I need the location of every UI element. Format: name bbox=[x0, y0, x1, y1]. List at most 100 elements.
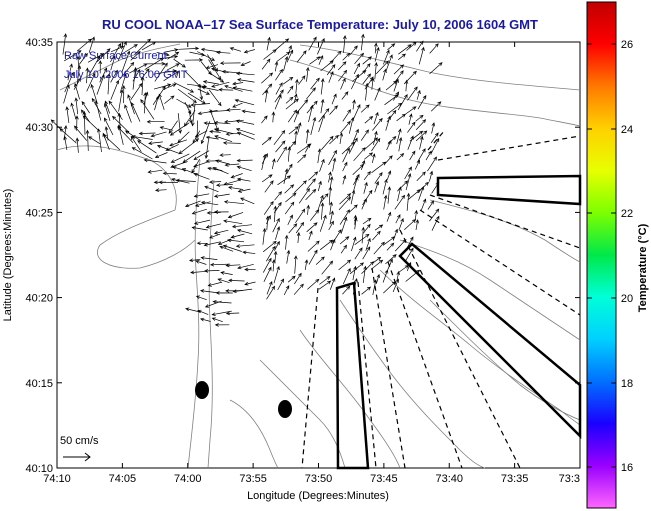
current-vector bbox=[415, 114, 424, 122]
current-vector bbox=[206, 210, 221, 215]
colorbar-tick-label: 16 bbox=[621, 462, 633, 474]
current-vector bbox=[342, 174, 347, 185]
current-vector bbox=[202, 80, 219, 85]
current-vector bbox=[110, 69, 118, 83]
current-vector bbox=[273, 205, 278, 223]
current-vector bbox=[129, 63, 148, 74]
current-vector bbox=[284, 184, 295, 194]
current-vector bbox=[121, 50, 131, 73]
current-vector bbox=[349, 204, 358, 213]
current-vector bbox=[235, 244, 255, 248]
current-vector bbox=[140, 68, 150, 80]
current-vector bbox=[341, 141, 355, 155]
current-vector bbox=[364, 115, 374, 124]
current-vector bbox=[371, 161, 387, 174]
current-vector bbox=[404, 79, 409, 92]
current-vector bbox=[407, 135, 414, 150]
current-vector bbox=[170, 153, 190, 163]
current-vector bbox=[417, 95, 427, 110]
x-tick-label: 73:3 bbox=[559, 473, 580, 485]
current-vector bbox=[405, 173, 412, 191]
current-vector bbox=[308, 104, 314, 123]
current-vector bbox=[203, 121, 218, 126]
current-vector bbox=[420, 198, 427, 212]
current-vector bbox=[349, 262, 365, 275]
current-vector bbox=[373, 241, 385, 255]
current-vector bbox=[236, 158, 253, 163]
current-vector bbox=[67, 63, 73, 81]
current-vector bbox=[329, 210, 334, 225]
current-vector bbox=[144, 57, 165, 70]
current-vector bbox=[154, 152, 168, 158]
current-vector bbox=[392, 278, 399, 293]
current-vector bbox=[326, 64, 336, 76]
current-vector bbox=[285, 192, 297, 203]
current-vector bbox=[394, 194, 406, 210]
current-vector bbox=[81, 101, 90, 114]
current-vector bbox=[339, 193, 352, 205]
survey-line bbox=[387, 261, 463, 469]
current-vector bbox=[73, 125, 88, 141]
current-vector bbox=[220, 271, 233, 275]
current-vector bbox=[308, 36, 317, 51]
current-vector bbox=[211, 310, 232, 316]
current-vector bbox=[218, 87, 234, 92]
current-vector bbox=[203, 241, 221, 247]
current-vector bbox=[213, 193, 230, 198]
current-vector bbox=[163, 83, 177, 90]
current-vector bbox=[184, 101, 192, 115]
current-vector bbox=[82, 115, 99, 131]
current-vector bbox=[124, 104, 132, 123]
current-vector bbox=[429, 170, 434, 182]
current-vector bbox=[287, 85, 294, 94]
current-vector bbox=[406, 41, 417, 51]
current-vector bbox=[287, 214, 293, 226]
x-tick-label: 73:55 bbox=[239, 473, 267, 485]
current-vector bbox=[262, 240, 277, 253]
current-vector bbox=[317, 194, 324, 212]
current-vector bbox=[337, 61, 347, 71]
current-vector bbox=[396, 270, 400, 281]
x-axis-label: Longitude (Degrees:Minutes) bbox=[247, 490, 389, 502]
current-vector bbox=[340, 120, 351, 134]
contour-9 bbox=[229, 399, 279, 469]
current-vector bbox=[385, 254, 397, 265]
current-vector bbox=[306, 178, 316, 190]
current-vector bbox=[166, 63, 180, 71]
current-vector bbox=[288, 126, 299, 135]
current-vector bbox=[263, 200, 274, 215]
current-vector bbox=[374, 180, 380, 193]
current-vector bbox=[387, 186, 392, 204]
x-tick-label: 73:35 bbox=[501, 473, 529, 485]
current-vector bbox=[232, 102, 243, 108]
current-vector bbox=[271, 158, 276, 170]
current-vector bbox=[284, 201, 295, 215]
current-vector bbox=[361, 198, 367, 210]
current-vector bbox=[284, 234, 289, 250]
colorbar-tick-label: 24 bbox=[621, 124, 633, 136]
current-vector bbox=[304, 143, 310, 153]
current-vector bbox=[200, 256, 218, 260]
bay-shore bbox=[56, 145, 196, 269]
current-vector bbox=[285, 98, 299, 110]
current-vector bbox=[120, 44, 138, 55]
current-vector bbox=[393, 91, 400, 101]
contour-2 bbox=[339, 299, 486, 469]
current-vector bbox=[351, 236, 357, 252]
current-vector bbox=[102, 134, 121, 151]
survey-line bbox=[437, 135, 581, 161]
current-vector bbox=[244, 267, 256, 272]
current-vector bbox=[374, 42, 378, 54]
current-vector bbox=[429, 62, 443, 75]
current-vector bbox=[73, 77, 81, 90]
current-vector bbox=[295, 221, 305, 234]
current-vector bbox=[226, 108, 241, 112]
current-vector bbox=[329, 201, 333, 215]
current-vector bbox=[191, 226, 208, 231]
current-vector bbox=[342, 52, 351, 61]
current-vector bbox=[222, 244, 242, 252]
survey-lines bbox=[301, 129, 581, 469]
current-vector bbox=[240, 197, 255, 205]
current-vector bbox=[328, 186, 333, 205]
current-vector bbox=[193, 173, 210, 180]
